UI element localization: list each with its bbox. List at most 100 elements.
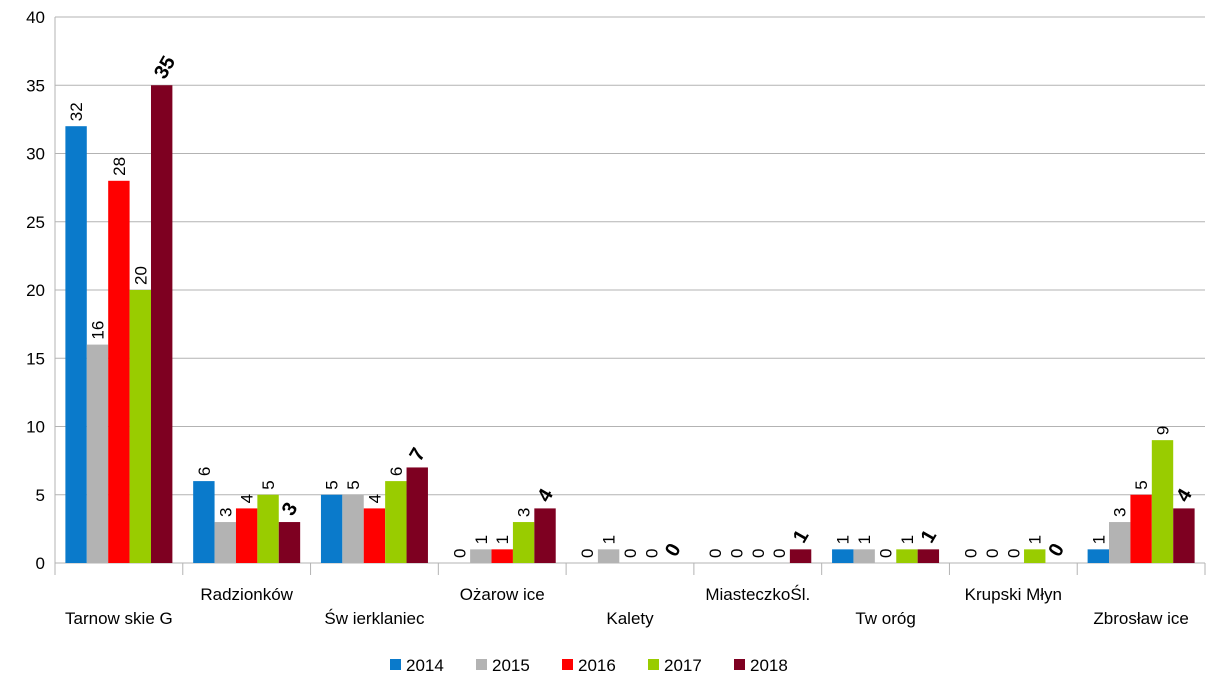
- legend-swatch: [648, 659, 659, 670]
- data-label: 7: [406, 444, 431, 465]
- bar: [320, 494, 343, 563]
- legend-label: 2016: [578, 656, 616, 675]
- bar: [385, 481, 407, 563]
- x-tick-label: Tw oróg: [855, 609, 915, 628]
- bar: [235, 508, 258, 563]
- data-label: 1: [834, 535, 853, 544]
- bar: [512, 522, 535, 563]
- data-label: 1: [917, 526, 942, 547]
- bar: [1130, 494, 1152, 563]
- bar: [1087, 549, 1110, 563]
- bar: [470, 549, 492, 563]
- data-label: 0: [983, 549, 1002, 558]
- data-label: 0: [962, 549, 981, 558]
- data-label: 3: [278, 499, 303, 520]
- data-label: 3: [1111, 508, 1130, 517]
- bar: [65, 126, 87, 563]
- data-label: 0: [877, 549, 896, 558]
- bar: [597, 549, 620, 563]
- data-label: 20: [131, 266, 150, 285]
- bar: [129, 290, 151, 563]
- bar: [278, 522, 301, 563]
- data-label: 4: [533, 485, 558, 506]
- data-label: 28: [110, 157, 129, 176]
- legend-swatch: [562, 659, 573, 670]
- y-tick-label: 15: [26, 349, 45, 368]
- legend-label: 2014: [406, 656, 444, 675]
- data-label: 1: [600, 535, 619, 544]
- bar: [853, 549, 875, 563]
- bar: [150, 85, 173, 563]
- data-label: 0: [621, 549, 640, 558]
- data-label: 35: [150, 52, 180, 82]
- bar: [1024, 549, 1046, 563]
- data-label: 5: [323, 480, 342, 489]
- bar: [1151, 440, 1174, 563]
- data-label: 1: [789, 526, 814, 547]
- data-label: 5: [259, 480, 278, 489]
- bar: [406, 467, 428, 563]
- data-label: 0: [450, 549, 469, 558]
- data-label: 4: [365, 494, 384, 503]
- data-label: 6: [195, 467, 214, 476]
- data-label: 0: [661, 540, 686, 561]
- data-label: 0: [727, 549, 746, 558]
- data-label: 0: [1004, 549, 1023, 558]
- data-label: 6: [387, 467, 406, 476]
- x-tick-label: Krupski Młyn: [965, 585, 1062, 604]
- bar: [896, 549, 918, 563]
- legend-label: 2015: [492, 656, 530, 675]
- bar: [86, 344, 109, 563]
- data-label: 0: [770, 549, 789, 558]
- data-label: 9: [1154, 426, 1173, 435]
- data-label: 1: [1026, 535, 1045, 544]
- data-label: 16: [88, 321, 107, 340]
- data-label: 3: [216, 508, 235, 517]
- x-tick-label: MiasteczkoŚl.: [705, 585, 810, 604]
- bar: [108, 180, 130, 564]
- bar: [789, 549, 812, 563]
- bar: [534, 508, 556, 563]
- data-label: 1: [1089, 535, 1108, 544]
- bar: [342, 494, 364, 563]
- y-tick-label: 10: [26, 418, 45, 437]
- bar: [363, 508, 386, 563]
- x-tick-label: Ożarow ice: [460, 585, 545, 604]
- data-label: 1: [472, 535, 491, 544]
- data-label: 1: [855, 535, 874, 544]
- data-label: 5: [1132, 480, 1151, 489]
- data-label: 4: [238, 494, 257, 503]
- y-tick-label: 40: [26, 8, 45, 27]
- y-tick-label: 5: [36, 486, 45, 505]
- data-label: 32: [67, 102, 86, 121]
- bar: [1109, 522, 1131, 563]
- data-label: 0: [1044, 540, 1069, 561]
- y-tick-label: 35: [26, 76, 45, 95]
- bar: [917, 549, 940, 563]
- legend-label: 2018: [750, 656, 788, 675]
- x-tick-label: Tarnow skie G: [65, 609, 173, 628]
- data-label: 0: [749, 549, 768, 558]
- bar: [491, 549, 513, 563]
- legend-label: 2017: [664, 656, 702, 675]
- legend-swatch: [390, 659, 401, 670]
- x-tick-label: Kalety: [606, 609, 654, 628]
- y-tick-label: 20: [26, 281, 45, 300]
- data-label: 1: [493, 535, 512, 544]
- data-label: 1: [898, 535, 917, 544]
- y-tick-label: 0: [36, 554, 45, 573]
- data-label: 0: [578, 549, 597, 558]
- bar: [832, 549, 854, 563]
- x-tick-label: Św ierklaniec: [324, 609, 425, 628]
- data-label: 0: [706, 549, 725, 558]
- bar: [257, 494, 279, 563]
- data-label: 3: [515, 508, 534, 517]
- x-tick-label: Zbrosław ice: [1093, 609, 1188, 628]
- data-label: 5: [344, 480, 363, 489]
- data-label: 4: [1172, 485, 1197, 506]
- bar: [193, 481, 215, 563]
- y-tick-label: 30: [26, 145, 45, 164]
- x-tick-label: Radzionków: [200, 585, 293, 604]
- legend-swatch: [476, 659, 487, 670]
